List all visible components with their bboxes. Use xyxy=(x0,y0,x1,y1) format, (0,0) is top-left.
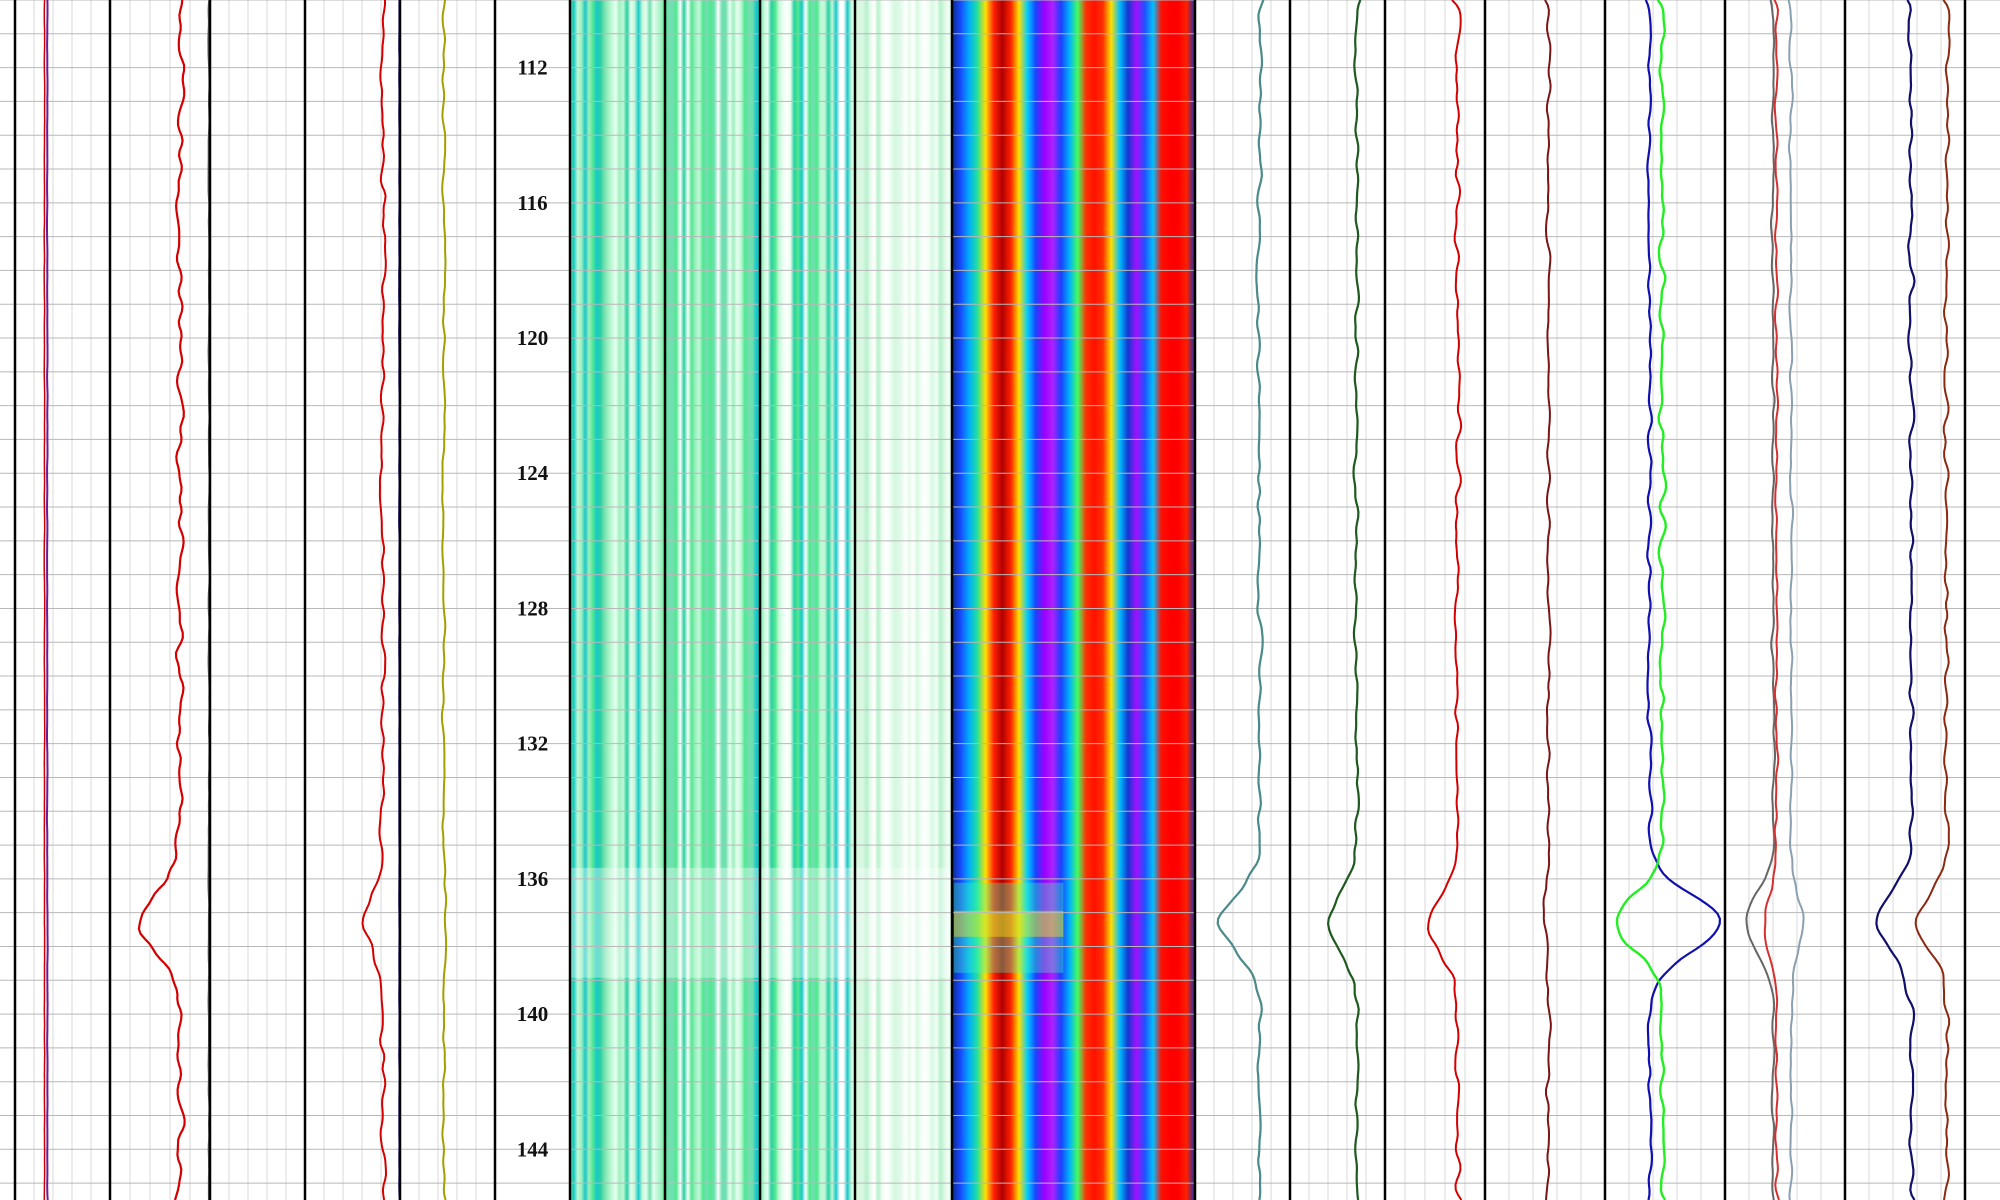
log-curve-t1-1 xyxy=(43,0,46,1200)
log-curve-t12-0 xyxy=(1216,0,1265,1200)
image-track-fill xyxy=(760,0,855,1200)
image-event-band xyxy=(665,867,760,978)
image-event-band xyxy=(570,867,665,978)
log-curve-t17-0 xyxy=(1745,0,1776,1200)
log-curve-t17-2 xyxy=(1787,0,1805,1200)
image-track-fill xyxy=(570,0,665,1200)
image-track-fill xyxy=(665,0,760,1200)
depth-tick-label: 112 xyxy=(517,56,547,80)
log-curve-t2-0 xyxy=(137,0,186,1200)
image-event-band xyxy=(855,867,952,978)
depth-axis: 112 116 120 124 128 132 136 140 144 xyxy=(517,56,549,1162)
depth-tick-label: 116 xyxy=(517,191,547,215)
log-curve-t18-1 xyxy=(1914,0,1951,1200)
depth-tick-label: 140 xyxy=(517,1002,549,1026)
log-curve-t17-1 xyxy=(1763,0,1780,1200)
log-curve-t16-1 xyxy=(1615,0,1668,1200)
depth-tick-label: 120 xyxy=(517,326,549,350)
log-curve-t5-0 xyxy=(440,0,448,1200)
log-curve-t15-0 xyxy=(1542,0,1552,1200)
log-curve-t1-0 xyxy=(45,0,49,1200)
depth-tick-label: 136 xyxy=(517,867,549,891)
depth-tick-label: 124 xyxy=(517,461,549,485)
depth-tick-label: 144 xyxy=(517,1137,549,1161)
image-track-fill xyxy=(952,0,1195,1200)
depth-tick-label: 132 xyxy=(517,732,549,756)
depth-tick-label: 128 xyxy=(517,596,549,620)
image-event-band xyxy=(954,882,1064,973)
image-event-band xyxy=(760,867,855,978)
image-tracks xyxy=(570,0,1195,1200)
log-curve-t13-0 xyxy=(1326,0,1362,1200)
log-curve-t4-0 xyxy=(361,0,387,1200)
log-curve-t14-0 xyxy=(1427,0,1463,1200)
image-track-fill xyxy=(855,0,952,1200)
log-curve-t16-0 xyxy=(1644,0,1722,1200)
track-borders xyxy=(13,0,1967,1200)
log-curve-t18-0 xyxy=(1875,0,1916,1200)
image-event-band xyxy=(954,910,1064,937)
track-backgrounds xyxy=(33,0,1942,1200)
